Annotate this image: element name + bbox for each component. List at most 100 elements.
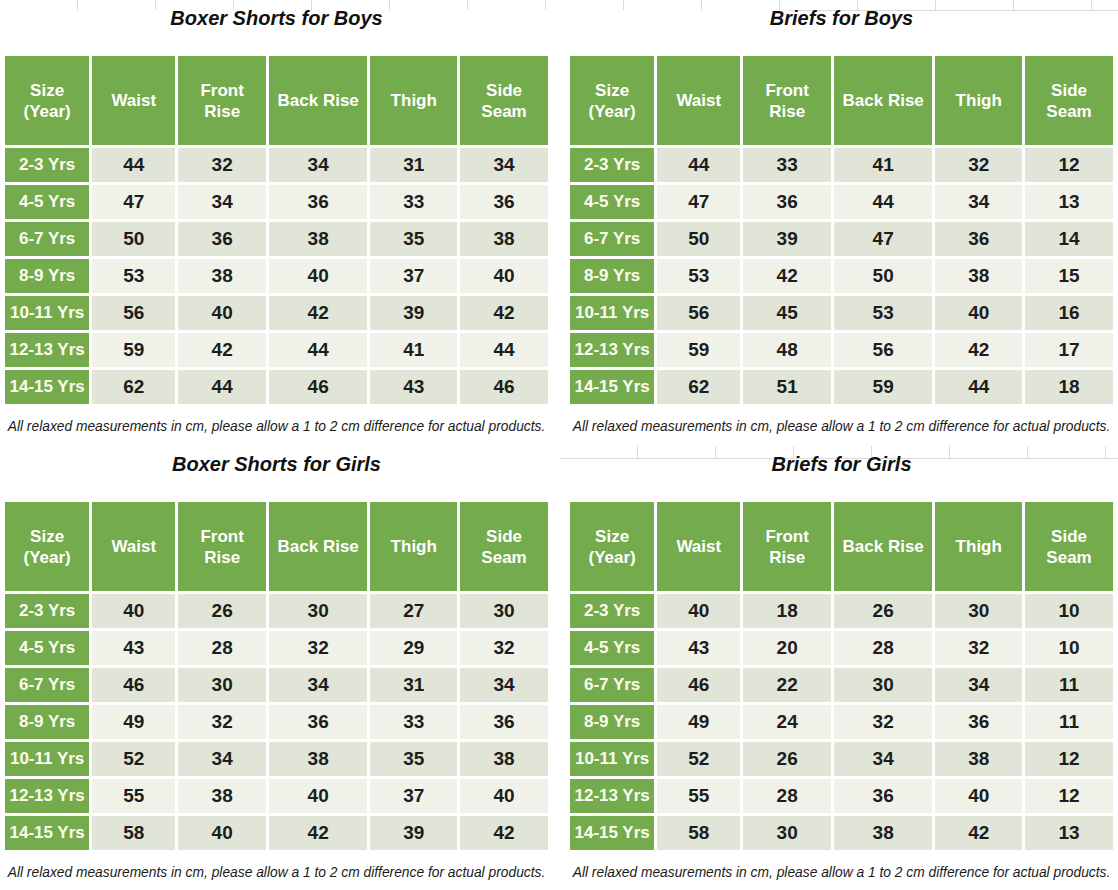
measurement-cell: 56 <box>832 332 933 369</box>
table-row: 6-7 Yrs4630343134 <box>5 667 548 704</box>
measurement-cell: 40 <box>267 778 368 815</box>
size-label-cell: 10-11 Yrs <box>5 741 91 778</box>
size-chart-table: Size (Year)WaistFront RiseBack RiseThigh… <box>570 56 1113 404</box>
measurement-cell: 34 <box>177 184 268 221</box>
measurement-cell: 29 <box>369 630 459 667</box>
measurement-cell: 13 <box>1024 184 1113 221</box>
measurement-cell: 10 <box>1024 630 1113 667</box>
column-header: Side Seam <box>1024 56 1113 147</box>
measurement-cell: 36 <box>934 221 1024 258</box>
measurement-cell: 40 <box>177 295 268 332</box>
measurement-cell: 28 <box>742 778 833 815</box>
measurement-cell: 52 <box>91 741 177 778</box>
column-header: Size (Year) <box>570 56 656 147</box>
size-label-cell: 14-15 Yrs <box>570 369 656 405</box>
table-row: 12-13 Yrs5528364012 <box>570 778 1113 815</box>
measurement-cell: 26 <box>742 741 833 778</box>
measurement-cell: 32 <box>459 630 548 667</box>
measurement-cell: 26 <box>832 593 933 630</box>
measurement-cell: 32 <box>832 704 933 741</box>
size-chart-table: Size (Year)WaistFront RiseBack RiseThigh… <box>5 502 548 850</box>
size-label-cell: 8-9 Yrs <box>5 704 91 741</box>
measurement-cell: 58 <box>656 815 742 851</box>
measurement-cell: 47 <box>832 221 933 258</box>
measurement-cell: 38 <box>934 258 1024 295</box>
measurement-cell: 43 <box>91 630 177 667</box>
measurement-cell: 55 <box>656 778 742 815</box>
size-label-cell: 8-9 Yrs <box>5 258 91 295</box>
measurement-cell: 11 <box>1024 704 1113 741</box>
size-label-cell: 12-13 Yrs <box>570 778 656 815</box>
column-header: Waist <box>656 502 742 593</box>
size-label-cell: 6-7 Yrs <box>570 221 656 258</box>
measurement-cell: 37 <box>369 778 459 815</box>
size-label-cell: 2-3 Yrs <box>5 593 91 630</box>
measurement-cell: 11 <box>1024 667 1113 704</box>
measurement-cell: 52 <box>656 741 742 778</box>
table-row: 6-7 Yrs5036383538 <box>5 221 548 258</box>
measurement-cell: 20 <box>742 630 833 667</box>
size-label-cell: 2-3 Yrs <box>570 593 656 630</box>
size-chart-section-boxer-shorts-girls: Boxer Shorts for Girls Size (Year)WaistF… <box>5 452 548 880</box>
measurement-cell: 44 <box>177 369 268 405</box>
measurement-cell: 12 <box>1024 778 1113 815</box>
column-header: Size (Year) <box>5 502 91 593</box>
table-row: 4-5 Yrs4734363336 <box>5 184 548 221</box>
measurement-cell: 42 <box>459 295 548 332</box>
column-header: Side Seam <box>1024 502 1113 593</box>
table-row: 14-15 Yrs6251594418 <box>570 369 1113 405</box>
table-row: 12-13 Yrs5948564217 <box>570 332 1113 369</box>
table-row: 6-7 Yrs5039473614 <box>570 221 1113 258</box>
measurement-cell: 34 <box>177 741 268 778</box>
measurement-cell: 59 <box>832 369 933 405</box>
column-header: Waist <box>656 56 742 147</box>
measurement-cell: 33 <box>369 184 459 221</box>
measurement-cell: 41 <box>832 147 933 184</box>
measurement-cell: 62 <box>656 369 742 405</box>
measurement-cell: 47 <box>91 184 177 221</box>
size-label-cell: 10-11 Yrs <box>570 741 656 778</box>
size-label-cell: 2-3 Yrs <box>570 147 656 184</box>
table-row: 2-3 Yrs4026302730 <box>5 593 548 630</box>
measurement-cell: 43 <box>369 369 459 405</box>
measurement-cell: 59 <box>91 332 177 369</box>
size-chart-section-boxer-shorts-boys: Boxer Shorts for Boys Size (Year)WaistFr… <box>5 6 548 434</box>
size-label-cell: 10-11 Yrs <box>570 295 656 332</box>
table-row: 12-13 Yrs5538403740 <box>5 778 548 815</box>
measurement-cell: 33 <box>369 704 459 741</box>
measurement-cell: 38 <box>934 741 1024 778</box>
measurement-cell: 33 <box>742 147 833 184</box>
table-title: Boxer Shorts for Girls <box>5 452 548 476</box>
table-row: 8-9 Yrs4924323611 <box>570 704 1113 741</box>
measurement-cell: 27 <box>369 593 459 630</box>
size-label-cell: 8-9 Yrs <box>570 258 656 295</box>
measurement-cell: 30 <box>267 593 368 630</box>
table-row: 10-11 Yrs5226343812 <box>570 741 1113 778</box>
measurement-cell: 48 <box>742 332 833 369</box>
measurement-cell: 30 <box>459 593 548 630</box>
header-row: Size (Year)WaistFront RiseBack RiseThigh… <box>5 56 548 147</box>
measurement-cell: 39 <box>369 295 459 332</box>
column-header: Front Rise <box>742 502 833 593</box>
size-label-cell: 14-15 Yrs <box>570 815 656 851</box>
measurement-cell: 41 <box>369 332 459 369</box>
measurement-cell: 16 <box>1024 295 1113 332</box>
table-row: 10-11 Yrs5640423942 <box>5 295 548 332</box>
measurement-cell: 56 <box>656 295 742 332</box>
measurement-cell: 50 <box>832 258 933 295</box>
measurement-cell: 40 <box>934 778 1024 815</box>
size-label-cell: 2-3 Yrs <box>5 147 91 184</box>
size-chart-sheet: Boxer Shorts for Boys Size (Year)WaistFr… <box>0 0 1118 890</box>
measurement-cell: 46 <box>267 369 368 405</box>
table-row: 4-5 Yrs4736443413 <box>570 184 1113 221</box>
measurement-cell: 44 <box>91 147 177 184</box>
table-row: 2-3 Yrs4018263010 <box>570 593 1113 630</box>
measurement-cell: 42 <box>459 815 548 851</box>
measurement-cell: 40 <box>459 778 548 815</box>
measurement-cell: 53 <box>656 258 742 295</box>
size-label-cell: 12-13 Yrs <box>570 332 656 369</box>
measurement-cell: 40 <box>267 258 368 295</box>
measurement-cell: 36 <box>742 184 833 221</box>
column-header: Size (Year) <box>5 56 91 147</box>
column-header: Front Rise <box>177 56 268 147</box>
